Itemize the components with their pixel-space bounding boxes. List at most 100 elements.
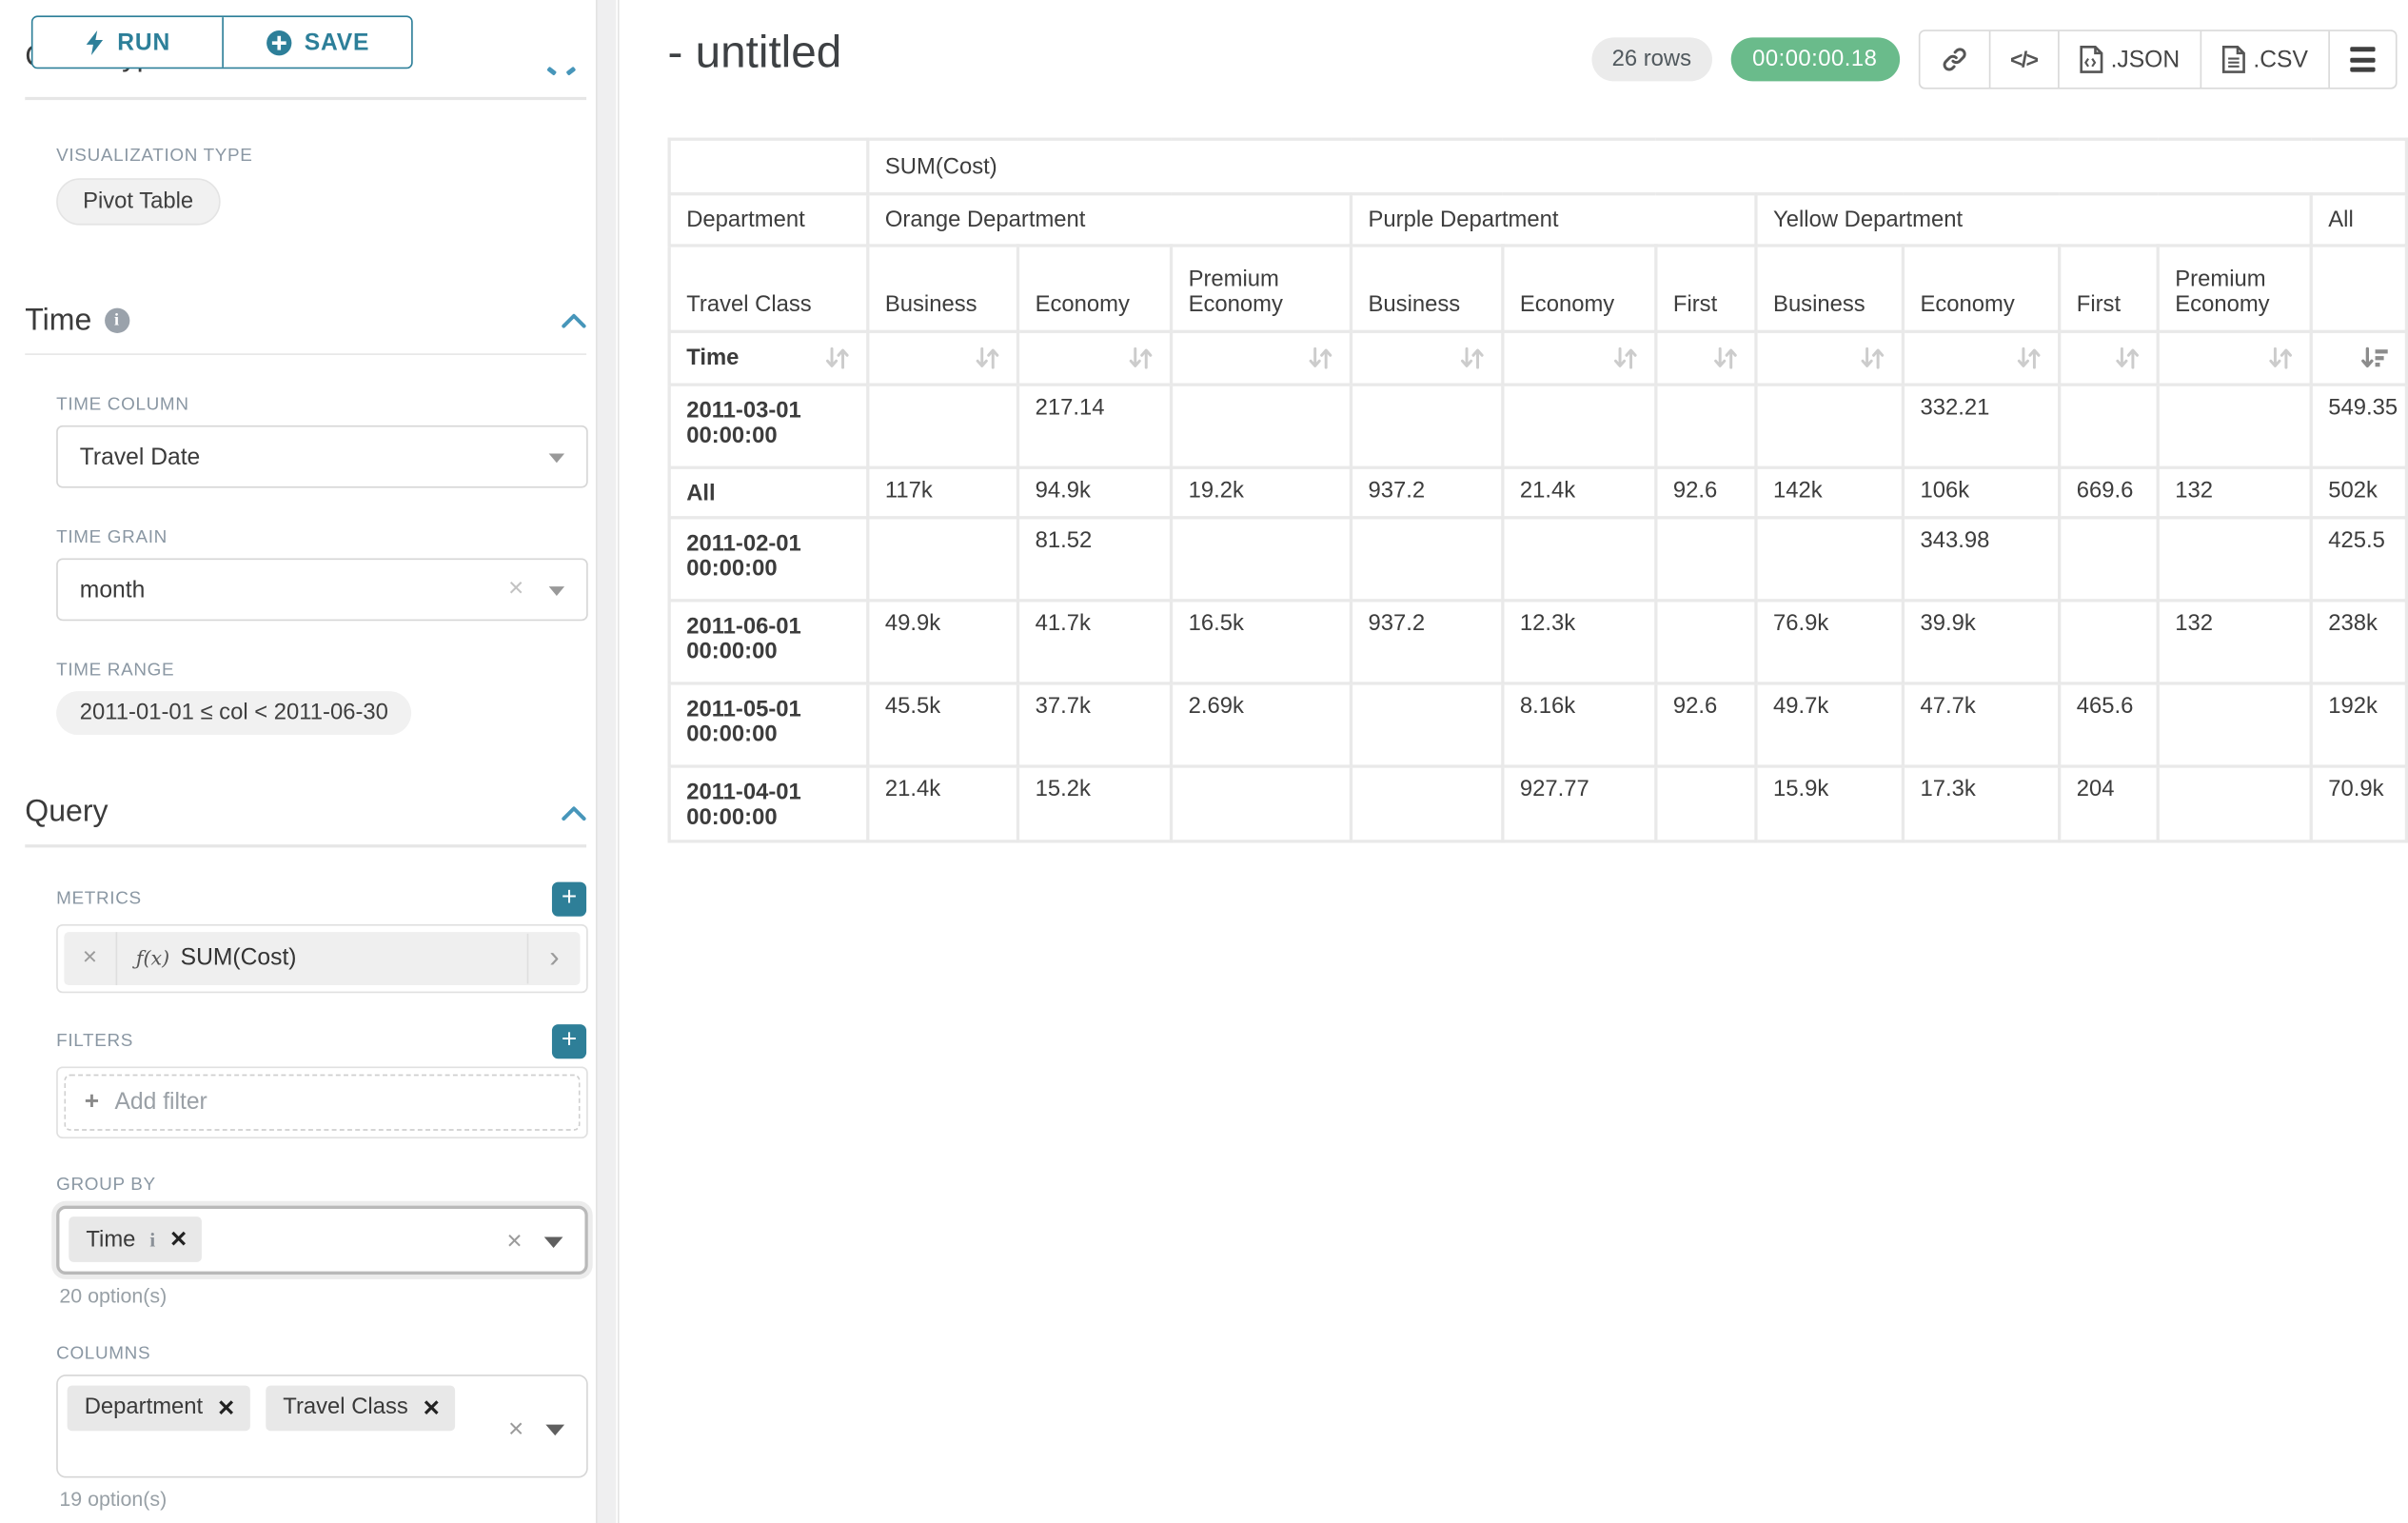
pivot-column-header: Economy bbox=[1901, 244, 2062, 333]
pivot-value-cell: 106k bbox=[1901, 465, 2062, 520]
add-filter-dropzone[interactable]: + Add filter bbox=[64, 1073, 581, 1130]
clear-icon[interactable]: × bbox=[508, 572, 524, 603]
info-icon[interactable]: i bbox=[149, 1226, 156, 1251]
add-filter-placeholder: Add filter bbox=[114, 1088, 207, 1116]
pivot-sort-cell[interactable]: Time bbox=[667, 329, 870, 386]
time-range-value[interactable]: 2011-01-01 ≤ col < 2011-06-30 bbox=[56, 691, 412, 736]
sort-toggle-icon[interactable] bbox=[824, 346, 851, 370]
pivot-value-cell: 2.69k bbox=[1169, 682, 1353, 768]
pivot-column-header: Business bbox=[866, 244, 1020, 333]
export-csv-button[interactable]: .CSV bbox=[2200, 30, 2329, 89]
pivot-value-cell bbox=[1654, 516, 1758, 603]
pivot-value-cell bbox=[866, 383, 1020, 469]
clear-icon[interactable]: × bbox=[506, 1225, 523, 1256]
pivot-value-cell: 21.4k bbox=[866, 764, 1020, 843]
pivot-column-header: First bbox=[2058, 244, 2160, 333]
visualization-type-value[interactable]: Pivot Table bbox=[56, 177, 221, 225]
clear-icon[interactable]: × bbox=[508, 1413, 524, 1443]
chevron-up-icon[interactable] bbox=[562, 313, 586, 328]
remove-metric-icon[interactable]: × bbox=[64, 931, 118, 985]
run-button[interactable]: RUN bbox=[32, 17, 223, 68]
time-range-label: TIME RANGE bbox=[56, 661, 175, 681]
tag-label: Travel Class bbox=[283, 1394, 408, 1420]
pivot-sort-row: Time bbox=[667, 329, 2408, 386]
pivot-sort-cell[interactable] bbox=[1349, 329, 1505, 386]
pivot-value-cell bbox=[2058, 383, 2160, 469]
columns-tag[interactable]: Travel Class ✕ bbox=[266, 1384, 455, 1431]
remove-tag-icon[interactable]: ✕ bbox=[216, 1394, 236, 1419]
metric-name: SUM(Cost) bbox=[180, 944, 297, 972]
time-grain-select[interactable]: month × bbox=[56, 558, 588, 622]
plus-icon: + bbox=[84, 1087, 100, 1115]
sort-toggle-icon[interactable] bbox=[975, 346, 1001, 370]
pivot-sort-cell[interactable] bbox=[1654, 329, 1758, 386]
filters-label-row: FILTERS + bbox=[56, 1023, 587, 1058]
chart-title[interactable]: - untitled bbox=[667, 28, 842, 79]
pivot-sort-cell[interactable] bbox=[2156, 329, 2313, 386]
info-icon[interactable]: i bbox=[104, 307, 129, 333]
pivot-column-group-header: Orange Department bbox=[866, 192, 1353, 247]
pivot-value-cell: 81.52 bbox=[1016, 516, 1174, 603]
pivot-value-cell: 465.6 bbox=[2058, 682, 2160, 768]
pivot-value-cell bbox=[1501, 383, 1658, 469]
pivot-metric-header: SUM(Cost) bbox=[866, 137, 2408, 196]
pivot-sort-cell[interactable] bbox=[866, 329, 1020, 386]
time-column-select[interactable]: Travel Date bbox=[56, 425, 588, 488]
copy-link-button[interactable] bbox=[1920, 31, 1988, 88]
metric-pill[interactable]: × ƒ(x) SUM(Cost) › bbox=[64, 931, 581, 985]
row-count-badge: 26 rows bbox=[1591, 37, 1712, 82]
pivot-value-cell: 204 bbox=[2058, 764, 2160, 843]
export-json-button[interactable]: .JSON bbox=[2057, 30, 2201, 89]
pivot-value-cell: 927.77 bbox=[1501, 764, 1658, 843]
chevron-up-icon[interactable] bbox=[565, 66, 576, 75]
menu-button[interactable] bbox=[2328, 30, 2396, 89]
csv-file-icon bbox=[2221, 45, 2245, 73]
add-metric-button[interactable]: + bbox=[551, 880, 587, 916]
sort-descending-active-icon[interactable] bbox=[2359, 346, 2389, 370]
pivot-sort-cell[interactable] bbox=[1169, 329, 1353, 386]
sort-toggle-icon[interactable] bbox=[1612, 346, 1639, 370]
pivot-value-cell bbox=[2156, 383, 2313, 469]
pivot-row-label: 2011-04-01 00:00:00 bbox=[667, 764, 870, 843]
remove-tag-icon[interactable]: ✕ bbox=[422, 1394, 441, 1419]
pivot-sort-cell[interactable] bbox=[2058, 329, 2160, 386]
chevron-right-icon[interactable]: › bbox=[526, 932, 581, 983]
tag-label: Time bbox=[86, 1226, 136, 1253]
pivot-row-label: 2011-02-01 00:00:00 bbox=[667, 516, 870, 603]
pivot-sort-cell[interactable] bbox=[1016, 329, 1174, 386]
sort-toggle-icon[interactable] bbox=[1859, 346, 1885, 370]
save-button[interactable]: SAVE bbox=[222, 17, 412, 68]
group-by-tag[interactable]: Time i ✕ bbox=[69, 1216, 203, 1262]
sort-toggle-icon[interactable] bbox=[2016, 346, 2043, 370]
sort-toggle-icon[interactable] bbox=[2267, 346, 2294, 370]
sort-toggle-icon[interactable] bbox=[1128, 346, 1155, 370]
pivot-sort-cell[interactable] bbox=[1901, 329, 2062, 386]
add-filter-button[interactable]: + bbox=[551, 1023, 587, 1058]
remove-tag-icon[interactable]: ✕ bbox=[168, 1226, 188, 1252]
pivot-value-cell: 70.9k bbox=[2309, 764, 2408, 843]
columns-tag[interactable]: Department ✕ bbox=[67, 1384, 250, 1431]
pivot-column-group-header: Purple Department bbox=[1349, 192, 1758, 247]
chevron-up-icon[interactable] bbox=[546, 66, 558, 75]
chevron-up-icon[interactable] bbox=[562, 804, 586, 821]
columns-select[interactable]: Department ✕ Travel Class ✕ × bbox=[56, 1374, 588, 1477]
pivot-sort-cell[interactable] bbox=[1501, 329, 1658, 386]
group-by-select[interactable]: Time i ✕ × bbox=[56, 1204, 588, 1275]
time-section-title: Time bbox=[25, 302, 92, 338]
pivot-column-header: First bbox=[1654, 244, 1758, 333]
sort-toggle-icon[interactable] bbox=[2114, 346, 2141, 370]
pivot-value-cell bbox=[2058, 599, 2160, 685]
sort-toggle-icon[interactable] bbox=[1307, 346, 1333, 370]
chart-header-actions: 26 rows 00:00:00.18 </> bbox=[1591, 30, 2398, 89]
caret-down-icon bbox=[545, 1423, 565, 1435]
sidebar-scrollbar[interactable] bbox=[595, 0, 617, 1523]
chart-header: - untitled 26 rows 00:00:00.18 </> bbox=[620, 0, 2408, 138]
embed-code-button[interactable]: </> bbox=[1988, 30, 2058, 89]
pivot-sort-cell[interactable] bbox=[1754, 329, 1905, 386]
pivot-data-row: 2011-06-01 00:00:00 49.9k 41.7k 16.5k 937.2 1… bbox=[667, 599, 2408, 685]
sort-toggle-icon[interactable] bbox=[1712, 346, 1739, 370]
sort-toggle-icon[interactable] bbox=[1459, 346, 1486, 370]
pivot-sort-cell[interactable] bbox=[2309, 329, 2408, 386]
time-grain-label: TIME GRAIN bbox=[56, 528, 168, 548]
pivot-value-cell bbox=[1349, 516, 1505, 603]
